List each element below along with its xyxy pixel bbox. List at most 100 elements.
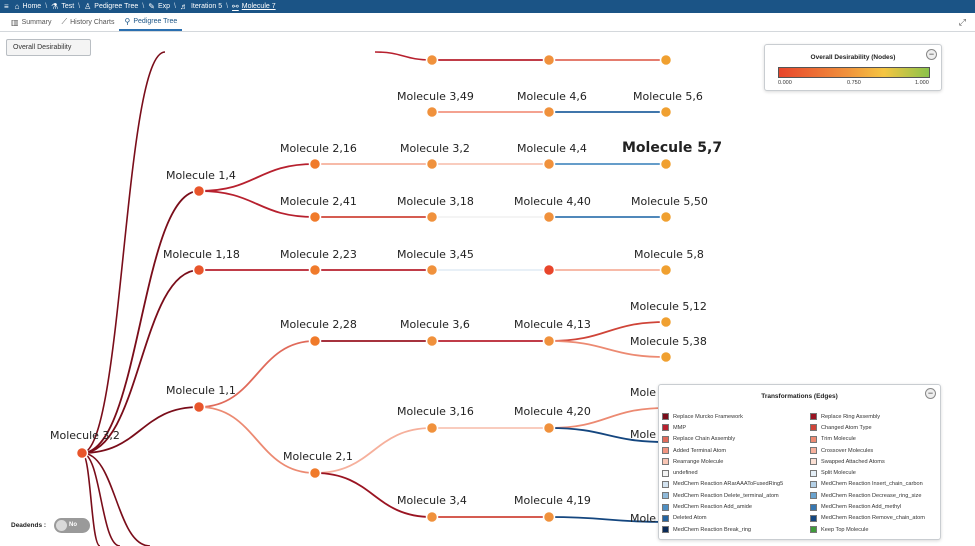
tree-node[interactable] (659, 157, 673, 171)
tree-node[interactable] (425, 210, 439, 224)
legend-swatch (662, 413, 669, 421)
tree-node[interactable] (542, 421, 556, 435)
node-label: Molecule 4,19 (514, 494, 591, 507)
node-label: Molecule 2,28 (280, 318, 357, 331)
edge-legend-item: MedChem Reaction Insert_chain_carbon (810, 479, 948, 490)
tree-node[interactable] (425, 105, 439, 119)
legend-label: Trim Molecule (821, 436, 856, 443)
person-icon: ♙ (84, 1, 92, 11)
tree-node[interactable] (659, 105, 673, 119)
tree-edge[interactable] (198, 340, 316, 408)
breadcrumb-label: Test (61, 3, 75, 10)
tree-edge[interactable] (548, 340, 667, 358)
legend-label: Rearrange Molecule (673, 458, 724, 465)
tab-label: History Charts (70, 18, 115, 26)
tree-node[interactable] (192, 263, 206, 277)
legend-swatch (810, 435, 817, 443)
tree-node[interactable] (542, 263, 556, 277)
tree-edge[interactable] (548, 516, 667, 523)
tree-node[interactable] (542, 105, 556, 119)
breadcrumb-separator: \ (45, 3, 48, 10)
flask-icon: ⚗ (51, 1, 59, 11)
tree-node[interactable] (542, 157, 556, 171)
tree-node[interactable] (425, 421, 439, 435)
breadcrumb-pedigree-tree[interactable]: ♙ Pedigree Tree (84, 1, 138, 11)
tree-edge[interactable] (198, 190, 316, 218)
tree-edge[interactable] (314, 427, 433, 474)
tree-edge[interactable] (548, 407, 667, 429)
breadcrumb-home[interactable]: ⌂ Home (15, 2, 42, 11)
tree-node[interactable] (308, 263, 322, 277)
tab-pedigree-tree[interactable]: ⚲ Pedigree Tree (119, 13, 183, 31)
deadends-toggle[interactable]: No (54, 518, 91, 533)
tree-node[interactable] (659, 263, 673, 277)
breadcrumb-separator: \ (174, 3, 176, 10)
tree-node[interactable] (659, 350, 673, 364)
tree-node[interactable] (308, 157, 322, 171)
tree-node[interactable] (308, 210, 322, 224)
expand-icon[interactable]: ⤢ (958, 17, 966, 27)
tree-node[interactable] (542, 510, 556, 524)
tree-edge[interactable] (548, 427, 667, 443)
overall-desirability-button[interactable]: Overall Desirability (6, 39, 91, 56)
menu-icon[interactable]: ≡ (4, 1, 9, 11)
edge-legend: Transformations (Edges) − Replace Murcko… (658, 384, 941, 540)
node-label: Molecule 3,6 (400, 318, 470, 331)
breadcrumb-test[interactable]: ⚗ Test (51, 1, 75, 11)
breadcrumb-exp[interactable]: ✎ Exp (148, 2, 170, 11)
legend-swatch (662, 492, 669, 500)
view-tabs: ▥ Summary ⟋ History Charts ⚲ Pedigree Tree (0, 13, 975, 32)
tree-node[interactable] (659, 210, 673, 224)
node-label: Molecule 3,49 (397, 90, 474, 103)
tab-history-charts[interactable]: ⟋ History Charts (57, 13, 120, 31)
tree-edge[interactable] (198, 163, 316, 192)
breadcrumb-iteration[interactable]: ♬ Iteration 5 (180, 2, 222, 11)
legend-label: Replace Ring Assembly (821, 413, 881, 420)
tree-node[interactable] (425, 53, 439, 67)
bar-chart-icon: ▥ (11, 17, 19, 27)
tree-node[interactable] (542, 334, 556, 348)
legend-swatch (662, 503, 669, 511)
legend-swatch (662, 424, 669, 432)
tree-node[interactable] (425, 510, 439, 524)
tree-edge[interactable] (314, 472, 433, 518)
node-label: Molecule 2,1 (283, 450, 353, 463)
tree-edge[interactable] (198, 406, 316, 474)
tree-edges (81, 51, 667, 546)
edge-legend-item: MedChem Reaction Delete_terminal_atom (662, 490, 800, 501)
tab-summary[interactable]: ▥ Summary (6, 13, 57, 31)
tree-edge[interactable] (81, 406, 200, 454)
tree-node[interactable] (542, 53, 556, 67)
tree-node[interactable] (425, 157, 439, 171)
node-legend-title: Overall Desirability (Nodes) (810, 54, 896, 61)
breadcrumb-label: Home (22, 3, 42, 10)
collapse-node-legend-button[interactable]: − (926, 49, 937, 60)
tree-node[interactable] (659, 315, 673, 329)
tree-edge[interactable] (81, 190, 200, 454)
pedigree-tree-canvas[interactable]: Molecule 3,2 Molecule 3,49 Molecule 4,6 Mol… (0, 32, 975, 546)
tree-node[interactable] (192, 400, 206, 414)
node-label: Molecule 3,2 (400, 142, 470, 155)
collapse-edge-legend-button[interactable]: − (925, 388, 936, 399)
tree-edge[interactable] (81, 269, 200, 454)
tree-icon: ⚲ (124, 16, 131, 26)
tree-node[interactable] (425, 334, 439, 348)
edge-legend-left-column: Replace Murcko Framework MMP Replace Chain… (662, 411, 800, 535)
legend-label: Deleted Atom (673, 515, 707, 522)
node-label: Molecule 4,20 (514, 405, 591, 418)
tree-node[interactable] (308, 334, 322, 348)
breadcrumb-molecule[interactable]: ⚯ Molecule 7 (232, 2, 276, 11)
legend-label: MedChem Reaction Insert_chain_carbon (821, 481, 923, 488)
tree-node[interactable] (542, 210, 556, 224)
node-label: Molecule 5,7 (622, 140, 722, 156)
tree-node[interactable] (425, 263, 439, 277)
tree-node[interactable] (308, 466, 322, 480)
node-label: Molecule 2,23 (280, 248, 357, 261)
tree-node[interactable] (75, 446, 89, 460)
legend-label: Split Molecule (821, 470, 856, 477)
tree-edge[interactable] (548, 321, 667, 342)
tree-node[interactable] (192, 184, 206, 198)
legend-swatch (810, 503, 817, 511)
edge-legend-item: MedChem Reaction Break_ring (662, 524, 800, 535)
tree-node[interactable] (659, 53, 673, 67)
